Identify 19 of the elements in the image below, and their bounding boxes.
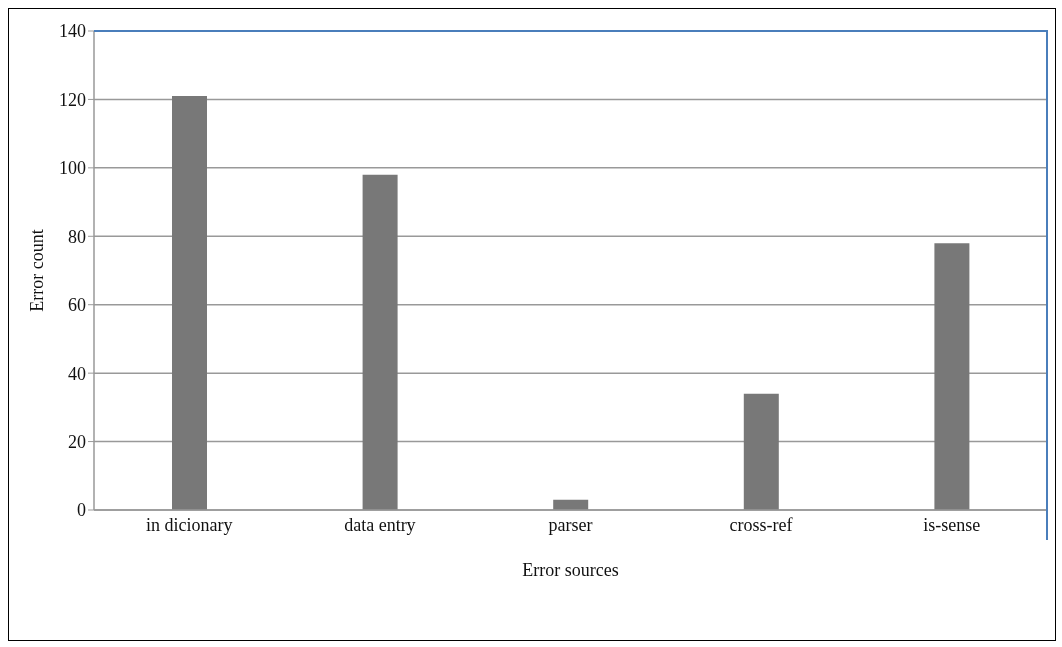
y-tick-label: 40: [68, 363, 86, 384]
bar: [934, 243, 970, 510]
x-axis-title: Error sources: [522, 560, 619, 580]
x-tick-label: cross-ref: [729, 514, 793, 535]
y-tick-label: 0: [77, 500, 86, 521]
x-tick-label: is-sense: [923, 514, 981, 535]
bar: [172, 96, 207, 510]
x-tick-label: in dicionary: [146, 514, 233, 535]
y-tick-label: 140: [59, 21, 86, 42]
y-tick-label: 100: [59, 158, 86, 179]
x-tick-label: data entry: [344, 514, 416, 535]
bar: [362, 174, 398, 510]
x-tick-label: parser: [548, 514, 593, 535]
y-axis-title: Error count: [27, 229, 48, 312]
y-tick-label: 120: [59, 89, 86, 110]
y-tick-label: 20: [68, 431, 86, 452]
bar: [743, 393, 779, 510]
y-tick-label: 60: [68, 295, 86, 316]
y-tick-label: 80: [68, 226, 86, 247]
